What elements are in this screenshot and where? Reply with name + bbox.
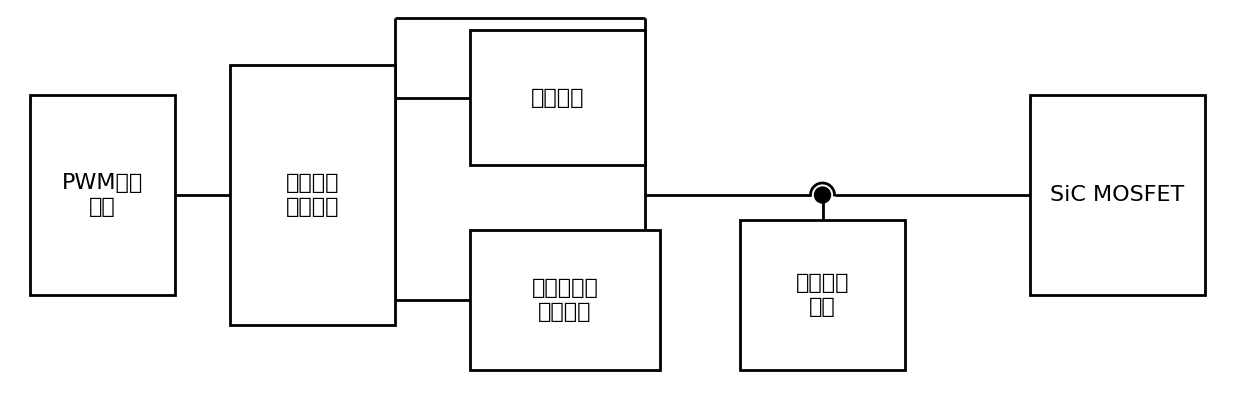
Circle shape (815, 187, 831, 203)
Text: SiC MOSFET: SiC MOSFET (1050, 185, 1184, 205)
Bar (740, 220, 905, 370)
Text: 电流变化率
控制电路: 电流变化率 控制电路 (532, 278, 599, 322)
Bar (1030, 95, 1205, 295)
Bar (30, 95, 175, 295)
Bar (470, 230, 660, 370)
Bar (470, 30, 645, 165)
Text: 栅极分流
电路: 栅极分流 电路 (796, 274, 849, 316)
Text: 驱动信号
放大电路: 驱动信号 放大电路 (285, 173, 340, 217)
Text: PWM控制
电路: PWM控制 电路 (62, 173, 143, 217)
Text: 关断电路: 关断电路 (531, 87, 584, 108)
Bar (229, 65, 396, 325)
